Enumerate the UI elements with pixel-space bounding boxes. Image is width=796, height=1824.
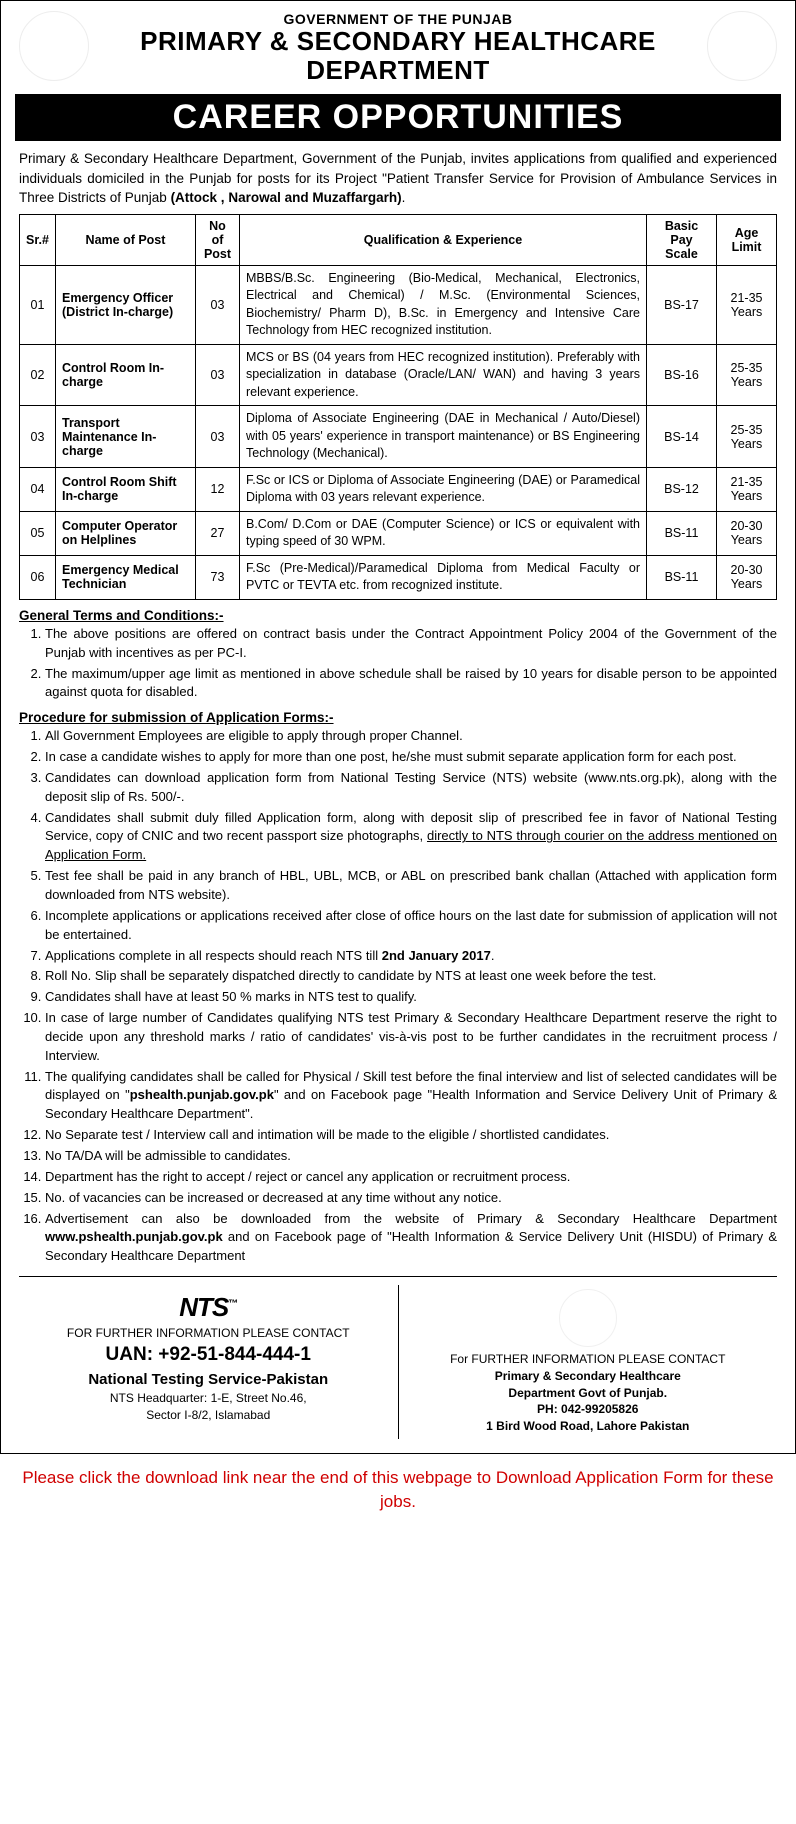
- cell-name: Control Room In-charge: [56, 344, 196, 406]
- table-row: 03Transport Maintenance In-charge03Diplo…: [20, 406, 777, 468]
- th-sr: Sr.#: [20, 214, 56, 265]
- list-item: Incomplete applications or applications …: [45, 907, 777, 945]
- list-item: Roll No. Slip shall be separately dispat…: [45, 967, 777, 986]
- intro-paragraph: Primary & Secondary Healthcare Departmen…: [19, 149, 777, 208]
- download-note: Please click the download link near the …: [0, 1454, 796, 1538]
- dept-ph: PH: 042-99205826: [407, 1401, 770, 1418]
- cell-no: 12: [196, 467, 240, 511]
- list-item: No Separate test / Interview call and in…: [45, 1126, 777, 1145]
- footer: NTS™ FOR FURTHER INFORMATION PLEASE CONT…: [19, 1285, 777, 1439]
- list-item: Candidates shall submit duly filled Appl…: [45, 809, 777, 866]
- cell-age: 25-35 Years: [717, 344, 777, 406]
- terms-list: The above positions are offered on contr…: [19, 625, 777, 702]
- cell-name: Emergency Medical Technician: [56, 555, 196, 599]
- cell-age: 21-35 Years: [717, 467, 777, 511]
- list-item: The maximum/upper age limit as mentioned…: [45, 665, 777, 703]
- dept-contact-label: For FURTHER INFORMATION PLEASE CONTACT: [407, 1351, 770, 1368]
- cell-no: 03: [196, 406, 240, 468]
- punjab-logo-footer: [559, 1289, 617, 1347]
- nts-addr2: Sector I-8/2, Islamabad: [27, 1407, 390, 1424]
- cell-pay: BS-11: [647, 555, 717, 599]
- cell-sr: 02: [20, 344, 56, 406]
- table-row: 04Control Room Shift In-charge12F.Sc or …: [20, 467, 777, 511]
- punjab-logo-right: [707, 11, 777, 81]
- th-no: No of Post: [196, 214, 240, 265]
- dept-l1: Primary & Secondary Healthcare: [407, 1368, 770, 1385]
- cell-pay: BS-17: [647, 265, 717, 344]
- th-qual: Qualification & Experience: [240, 214, 647, 265]
- dept-l2: Department Govt of Punjab.: [407, 1385, 770, 1402]
- department-line-1: PRIMARY & SECONDARY HEALTHCARE: [19, 27, 777, 56]
- cell-qual: B.Com/ D.Com or DAE (Computer Science) o…: [240, 511, 647, 555]
- nts-uan: UAN: +92-51-844-444-1: [27, 1342, 390, 1369]
- cell-age: 25-35 Years: [717, 406, 777, 468]
- cell-pay: BS-14: [647, 406, 717, 468]
- table-row: 05Computer Operator on Helplines27B.Com/…: [20, 511, 777, 555]
- table-row: 02Control Room In-charge03MCS or BS (04 …: [20, 344, 777, 406]
- table-header-row: Sr.# Name of Post No of Post Qualificati…: [20, 214, 777, 265]
- list-item: Candidates can download application form…: [45, 769, 777, 807]
- list-item: The qualifying candidates shall be calle…: [45, 1068, 777, 1125]
- cell-no: 27: [196, 511, 240, 555]
- footer-divider: [19, 1276, 777, 1277]
- nts-addr1: NTS Headquarter: 1-E, Street No.46,: [27, 1390, 390, 1407]
- cell-qual: Diploma of Associate Engineering (DAE in…: [240, 406, 647, 468]
- nts-org: National Testing Service-Pakistan: [27, 1369, 390, 1390]
- cell-qual: MBBS/B.Sc. Engineering (Bio-Medical, Mec…: [240, 265, 647, 344]
- cell-sr: 06: [20, 555, 56, 599]
- list-item: Advertisement can also be downloaded fro…: [45, 1210, 777, 1267]
- list-item: In case of large number of Candidates qu…: [45, 1009, 777, 1066]
- list-item: Test fee shall be paid in any branch of …: [45, 867, 777, 905]
- cell-pay: BS-12: [647, 467, 717, 511]
- procedure-list: All Government Employees are eligible to…: [19, 727, 777, 1266]
- th-name: Name of Post: [56, 214, 196, 265]
- department-line-2: DEPARTMENT: [19, 56, 777, 85]
- table-row: 06Emergency Medical Technician73F.Sc (Pr…: [20, 555, 777, 599]
- header: GOVERNMENT OF THE PUNJAB PRIMARY & SECON…: [19, 11, 777, 90]
- list-item: The above positions are offered on contr…: [45, 625, 777, 663]
- cell-no: 03: [196, 344, 240, 406]
- government-line: GOVERNMENT OF THE PUNJAB: [19, 11, 777, 27]
- cell-age: 20-30 Years: [717, 511, 777, 555]
- cell-name: Transport Maintenance In-charge: [56, 406, 196, 468]
- career-banner: CAREER OPPORTUNITIES: [15, 94, 781, 141]
- nts-logo: NTS™: [27, 1289, 390, 1325]
- list-item: In case a candidate wishes to apply for …: [45, 748, 777, 767]
- cell-sr: 03: [20, 406, 56, 468]
- cell-no: 03: [196, 265, 240, 344]
- list-item: Department has the right to accept / rej…: [45, 1168, 777, 1187]
- cell-age: 21-35 Years: [717, 265, 777, 344]
- advertisement-page: GOVERNMENT OF THE PUNJAB PRIMARY & SECON…: [0, 0, 796, 1454]
- cell-pay: BS-11: [647, 511, 717, 555]
- intro-districts: (Attock , Narowal and Muzaffargarh): [171, 190, 402, 205]
- list-item: All Government Employees are eligible to…: [45, 727, 777, 746]
- dept-addr: 1 Bird Wood Road, Lahore Pakistan: [407, 1418, 770, 1435]
- cell-name: Computer Operator on Helplines: [56, 511, 196, 555]
- cell-sr: 04: [20, 467, 56, 511]
- cell-qual: MCS or BS (04 years from HEC recognized …: [240, 344, 647, 406]
- th-age: Age Limit: [717, 214, 777, 265]
- list-item: Applications complete in all respects sh…: [45, 947, 777, 966]
- cell-sr: 05: [20, 511, 56, 555]
- cell-no: 73: [196, 555, 240, 599]
- nts-contact-label: FOR FURTHER INFORMATION PLEASE CONTACT: [27, 1325, 390, 1342]
- list-item: No TA/DA will be admissible to candidate…: [45, 1147, 777, 1166]
- cell-age: 20-30 Years: [717, 555, 777, 599]
- procedure-title: Procedure for submission of Application …: [19, 710, 777, 725]
- cell-name: Emergency Officer (District In-charge): [56, 265, 196, 344]
- cell-qual: F.Sc (Pre-Medical)/Paramedical Diploma f…: [240, 555, 647, 599]
- list-item: Candidates shall have at least 50 % mark…: [45, 988, 777, 1007]
- cell-qual: F.Sc or ICS or Diploma of Associate Engi…: [240, 467, 647, 511]
- jobs-table: Sr.# Name of Post No of Post Qualificati…: [19, 214, 777, 600]
- cell-name: Control Room Shift In-charge: [56, 467, 196, 511]
- list-item: No. of vacancies can be increased or dec…: [45, 1189, 777, 1208]
- footer-dept: For FURTHER INFORMATION PLEASE CONTACT P…: [398, 1285, 778, 1439]
- cell-sr: 01: [20, 265, 56, 344]
- punjab-logo-left: [19, 11, 89, 81]
- footer-nts: NTS™ FOR FURTHER INFORMATION PLEASE CONT…: [19, 1285, 398, 1439]
- table-row: 01Emergency Officer (District In-charge)…: [20, 265, 777, 344]
- terms-title: General Terms and Conditions:-: [19, 608, 777, 623]
- th-pay: Basic Pay Scale: [647, 214, 717, 265]
- cell-pay: BS-16: [647, 344, 717, 406]
